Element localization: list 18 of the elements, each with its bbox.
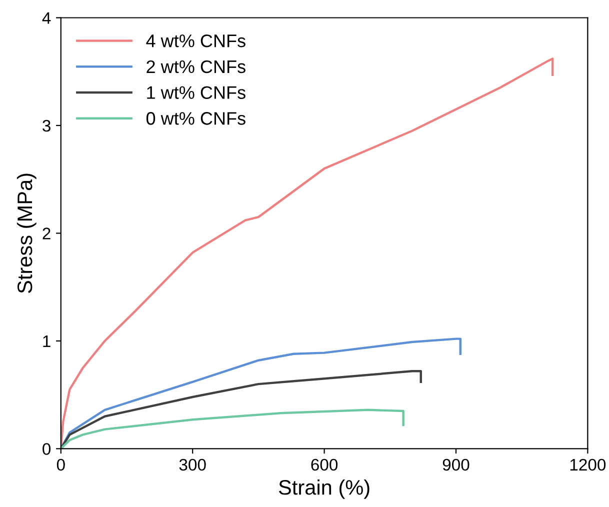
x-axis-title: Strain (%) (278, 480, 370, 499)
legend-label: 2 wt% CNFs (146, 60, 246, 74)
x-tick-label: 1200 (570, 458, 606, 471)
y-tick-label: 3 (42, 120, 50, 132)
line-series (60, 370, 422, 449)
y-tick-label: 2 (42, 228, 50, 240)
x-tick-label: 600 (311, 458, 338, 471)
y-tick-label: 1 (43, 336, 50, 347)
x-tick-label: 300 (179, 458, 206, 471)
legend-label: 1 wt% CNFs (147, 86, 246, 99)
legend-label: 0 wt% CNFs (146, 112, 246, 125)
y-tick-label: 0 (42, 443, 51, 455)
line-series (60, 408, 404, 449)
x-tick-label: 900 (442, 458, 470, 471)
y-tick-label: 4 (42, 12, 51, 24)
legend-label: 4 wt% CNFs (146, 34, 246, 48)
x-tick-label: 0 (56, 458, 65, 471)
y-axis-title: Stress (MPa) (16, 174, 36, 294)
